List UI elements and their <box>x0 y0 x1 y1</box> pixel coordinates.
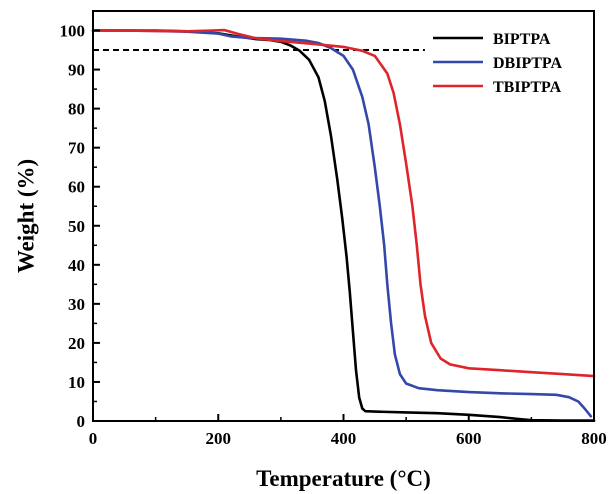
y-tick-label: 10 <box>68 373 85 392</box>
y-axis-title: Weight (%) <box>13 159 38 273</box>
plot-frame <box>92 10 595 422</box>
legend: BIPTPA DBIPTPA TBIPTPA <box>433 31 562 96</box>
y-tick-label: 50 <box>68 217 85 236</box>
x-axis-title: Temperature (°C) <box>256 466 431 491</box>
x-tick-label: 0 <box>89 429 98 448</box>
x-tick-label: 400 <box>331 429 357 448</box>
y-tick-label: 80 <box>68 100 85 119</box>
series-line-tbiptpa <box>91 28 596 378</box>
legend-label-dbiptpa: DBIPTPA <box>493 55 562 72</box>
x-tick-label: 200 <box>206 429 232 448</box>
y-tick-label: 70 <box>68 139 85 158</box>
y-tick-label: 20 <box>68 334 85 353</box>
y-tick-label: 100 <box>60 22 86 41</box>
y-tick-label: 40 <box>68 256 85 275</box>
y-tick-label: 0 <box>77 412 86 431</box>
legend-label-tbiptpa: TBIPTPA <box>493 79 562 96</box>
x-tick-label: 600 <box>456 429 482 448</box>
y-tick-label: 90 <box>68 61 85 80</box>
series-line-dbiptpa <box>91 29 593 418</box>
x-tick-label: 800 <box>581 429 607 448</box>
y-tick-label: 60 <box>68 178 85 197</box>
legend-label-biptpa: BIPTPA <box>493 31 551 48</box>
y-tick-label: 30 <box>68 295 85 314</box>
